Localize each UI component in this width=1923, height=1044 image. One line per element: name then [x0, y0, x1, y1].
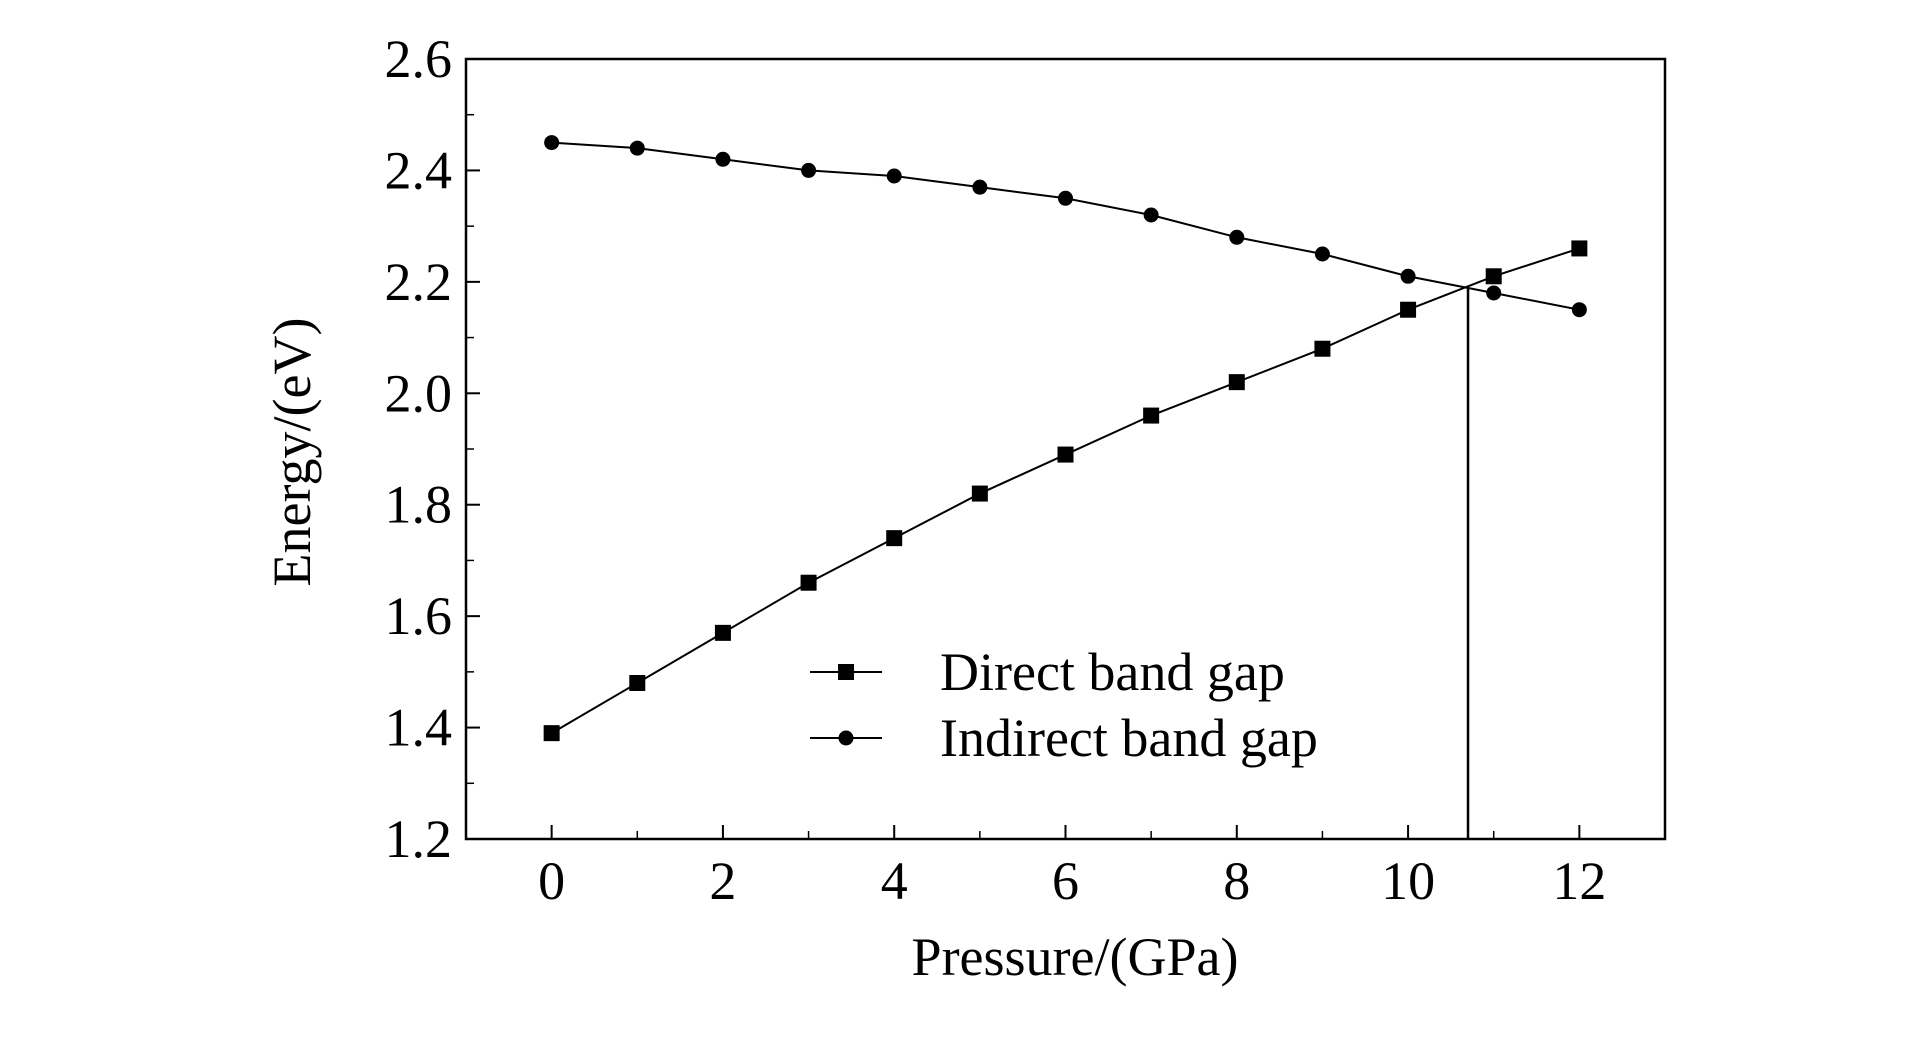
- legend-marker-direct-band-gap: [838, 664, 854, 680]
- legend-label-indirect-band-gap: Indirect band gap: [940, 708, 1318, 768]
- indirect-band-gap-point: [1314, 246, 1330, 262]
- indirect-band-gap-point: [886, 168, 902, 184]
- direct-band-gap-point: [800, 574, 817, 591]
- indirect-band-gap-point: [1400, 268, 1416, 284]
- indirect-band-gap-point: [1486, 285, 1502, 301]
- x-tick-label: 6: [1052, 851, 1079, 911]
- indirect-band-gap-point: [1571, 302, 1587, 318]
- direct-band-gap-point: [1400, 301, 1417, 318]
- y-tick-label: 2.2: [385, 252, 453, 312]
- indirect-band-gap-point: [715, 151, 731, 167]
- x-tick-label: 10: [1381, 851, 1435, 911]
- direct-band-gap-point: [1571, 240, 1588, 257]
- direct-band-gap-point: [1143, 407, 1160, 424]
- indirect-band-gap-point: [629, 140, 645, 156]
- direct-band-gap-point: [629, 675, 646, 691]
- indirect-band-gap-point: [544, 135, 560, 151]
- direct-band-gap-point: [971, 485, 988, 502]
- legend-marker-indirect-band-gap: [838, 730, 854, 746]
- indirect-band-gap-point: [1058, 190, 1073, 206]
- axes-group: 0 2 4 6 8 10 12 1.2 1.4 1.6 1.8 2.0 2.2 2.4 2.6: [385, 29, 1667, 911]
- x-axis-label: Pressure/(GPa): [912, 927, 1239, 987]
- direct-band-gap-point: [543, 725, 560, 742]
- direct-band-gap-point: [714, 624, 731, 641]
- y-tick-label: 2.0: [385, 363, 453, 423]
- indirect-band-gap-point: [1143, 207, 1159, 223]
- y-tick-label: 2.4: [385, 140, 453, 200]
- series-group: [543, 135, 1588, 742]
- y-tick-label: 1.4: [385, 698, 453, 758]
- y-tick-label: 1.6: [385, 586, 453, 646]
- x-tick-label: 2: [709, 851, 736, 911]
- direct-band-gap-point: [1057, 446, 1074, 463]
- direct-band-gap-point: [1228, 374, 1245, 391]
- legend-label-direct-band-gap: Direct band gap: [940, 642, 1285, 702]
- y-tick-label: 1.2: [385, 809, 453, 869]
- x-tick-label: 12: [1552, 851, 1606, 911]
- y-axis-label: Energy/(eV): [262, 318, 322, 587]
- x-tick-label: 8: [1223, 851, 1250, 911]
- indirect-band-gap-point: [801, 162, 817, 178]
- indirect-band-gap-point: [1229, 229, 1245, 245]
- indirect-band-gap-point: [972, 179, 988, 195]
- y-tick-label: 1.8: [385, 475, 453, 535]
- x-tick-label: 0: [538, 851, 565, 911]
- x-tick-label: 4: [881, 851, 908, 911]
- indirect-band-gap-line: [551, 141, 1580, 311]
- direct-band-gap-point: [886, 530, 903, 547]
- y-tick-label: 2.6: [385, 29, 453, 89]
- direct-band-gap-point: [1485, 268, 1502, 285]
- direct-band-gap-point: [1314, 340, 1331, 357]
